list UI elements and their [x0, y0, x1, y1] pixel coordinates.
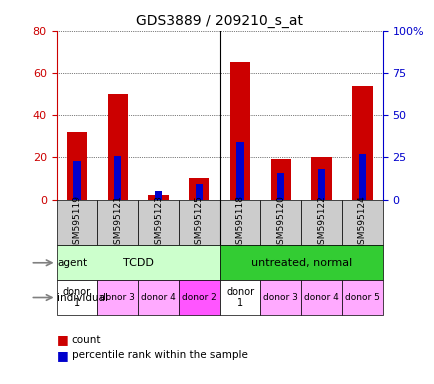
Text: GSM595123: GSM595123 [154, 195, 163, 250]
Text: GSM595125: GSM595125 [194, 195, 203, 250]
Text: GSM595120: GSM595120 [276, 195, 285, 250]
Bar [352, 86, 372, 200]
Text: individual: individual [57, 293, 108, 303]
Bar [56, 280, 97, 315]
Text: donor
1: donor 1 [226, 287, 253, 308]
Bar [56, 245, 219, 280]
Bar [107, 94, 128, 200]
Text: GSM595119: GSM595119 [72, 195, 81, 250]
Text: GSM595121: GSM595121 [113, 195, 122, 250]
Bar [97, 280, 138, 315]
Text: donor 5: donor 5 [344, 293, 379, 302]
Text: agent: agent [57, 258, 87, 268]
Bar [178, 200, 219, 245]
Text: donor 2: donor 2 [181, 293, 216, 302]
Bar [276, 172, 284, 200]
Bar [229, 62, 250, 200]
Bar [155, 191, 162, 200]
Bar [189, 179, 209, 200]
Bar [270, 159, 290, 200]
Text: donor 4: donor 4 [141, 293, 175, 302]
Text: donor 3: donor 3 [263, 293, 298, 302]
Bar [341, 200, 382, 245]
Bar [317, 169, 325, 200]
Text: TCDD: TCDD [122, 258, 153, 268]
Text: GSM595122: GSM595122 [316, 195, 326, 250]
Bar [358, 154, 365, 200]
Bar [195, 184, 202, 200]
Bar [236, 142, 243, 200]
Text: ■: ■ [56, 349, 68, 362]
Bar [73, 161, 80, 200]
Bar [56, 200, 97, 245]
Text: donor 3: donor 3 [100, 293, 135, 302]
Text: donor 4: donor 4 [303, 293, 338, 302]
Bar [219, 245, 382, 280]
Bar [341, 280, 382, 315]
Bar [300, 200, 341, 245]
Bar [311, 157, 331, 200]
Bar [219, 280, 260, 315]
Bar [178, 280, 219, 315]
Bar [300, 280, 341, 315]
Text: percentile rank within the sample: percentile rank within the sample [72, 350, 247, 360]
Bar [219, 200, 260, 245]
Bar [66, 132, 87, 200]
Bar [148, 195, 168, 200]
Text: ■: ■ [56, 333, 68, 346]
Bar [114, 156, 121, 200]
Bar [260, 200, 300, 245]
Text: count: count [72, 335, 101, 345]
Title: GDS3889 / 209210_s_at: GDS3889 / 209210_s_at [136, 14, 302, 28]
Text: GSM595118: GSM595118 [235, 195, 244, 250]
Text: GSM595124: GSM595124 [357, 195, 366, 250]
Bar [97, 200, 138, 245]
Text: donor
1: donor 1 [63, 287, 91, 308]
Bar [260, 280, 300, 315]
Text: untreated, normal: untreated, normal [250, 258, 351, 268]
Bar [138, 280, 178, 315]
Bar [138, 200, 178, 245]
